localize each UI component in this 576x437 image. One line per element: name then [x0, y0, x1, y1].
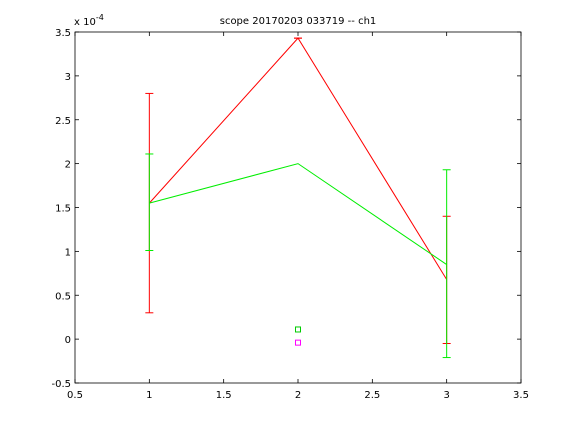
square-marker-1: [295, 339, 301, 346]
x-tick-label: 0.5: [67, 390, 83, 401]
x-tick-label: 2: [295, 390, 301, 401]
y-tick-label: 2.5: [55, 116, 71, 127]
series-line-1: [149, 163, 447, 265]
chart-title: scope 20170203 033719 -- ch1: [220, 16, 377, 27]
series-line-0: [148, 37, 448, 280]
y-tick-label: 1: [65, 247, 71, 258]
y-tick-label: 2: [65, 160, 71, 171]
y-tick-label: 3.5: [55, 28, 71, 39]
x-tick-label: 3.5: [513, 390, 529, 401]
x-tick-label: 3: [443, 390, 449, 401]
square-marker-0: [295, 326, 301, 333]
y-axis-multiplier-exponent: -4: [96, 13, 104, 22]
y-tick-label: 1.5: [55, 204, 71, 215]
y-tick-label: 3: [65, 72, 71, 83]
x-tick-label: 1.5: [216, 390, 232, 401]
axes-frame: [74, 31, 522, 384]
x-tick-label: 1: [146, 390, 152, 401]
y-axis-multiplier-base: x 10: [74, 17, 96, 28]
y-tick-label: -0.5: [51, 379, 71, 390]
y-tick-label: 0: [65, 335, 71, 346]
y-tick-label: 0.5: [55, 291, 71, 302]
plot-area: 0.5 1 1.5 2 2.5 3 3.5 -0.5 0 0.5 1 1.5 2 2.5 3 3.5: [51, 28, 528, 401]
y-axis-multiplier: x 10-4: [74, 13, 104, 28]
x-tick-label: 2.5: [364, 390, 380, 401]
